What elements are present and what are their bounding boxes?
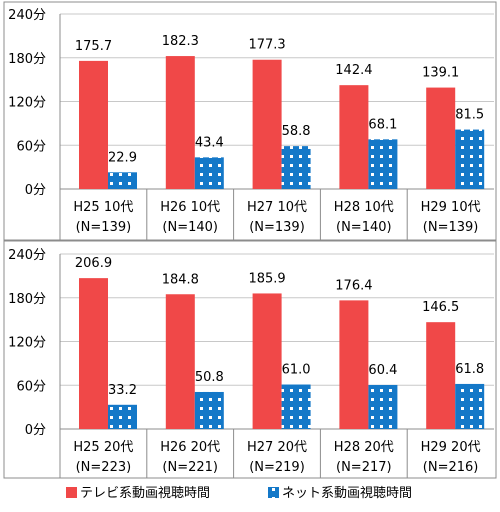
x-tick-sublabel: (N=140) xyxy=(162,220,218,235)
y-tick-label: 60分 xyxy=(16,139,46,154)
x-tick-label: H29 10代 xyxy=(421,200,481,215)
y-tick-label: 0分 xyxy=(25,423,46,438)
x-tick-sublabel: (N=217) xyxy=(336,460,392,475)
data-label: 68.1 xyxy=(368,117,397,132)
bar-net xyxy=(455,383,485,429)
data-label: 175.7 xyxy=(75,39,112,54)
bar-net xyxy=(194,391,224,429)
bar-tv xyxy=(426,87,456,189)
bar-tv xyxy=(79,278,108,429)
bar-tv xyxy=(165,56,195,189)
y-tick-label: 120分 xyxy=(8,96,46,111)
x-tick-label: H28 10代 xyxy=(334,200,394,215)
x-tick-label: H29 20代 xyxy=(421,440,481,455)
x-tick-label: H26 20代 xyxy=(160,440,220,455)
y-tick-label: 60分 xyxy=(16,379,46,394)
bar-tv xyxy=(165,294,195,429)
bar-net xyxy=(108,172,137,189)
x-tick-sublabel: (N=139) xyxy=(249,220,305,235)
data-label: 43.4 xyxy=(195,135,224,150)
data-label: 184.8 xyxy=(162,272,199,287)
data-label: 206.9 xyxy=(75,256,112,271)
data-label: 60.4 xyxy=(368,363,397,378)
bar-net xyxy=(281,384,311,429)
data-label: 61.8 xyxy=(455,362,484,377)
legend-label-tv: テレビ系動画視聴時間 xyxy=(80,486,210,501)
data-label: 50.8 xyxy=(195,370,224,385)
y-tick-label: 180分 xyxy=(8,292,46,307)
bar-net xyxy=(455,129,485,189)
x-tick-label: H27 20代 xyxy=(247,440,307,455)
bar-tv xyxy=(252,293,282,429)
x-tick-sublabel: (N=219) xyxy=(249,460,305,475)
bar-net xyxy=(108,404,137,429)
x-tick-label: H25 20代 xyxy=(73,440,133,455)
bar-net xyxy=(368,384,398,429)
bar-tv xyxy=(339,85,369,189)
data-label: 139.1 xyxy=(422,66,459,81)
x-tick-label: H28 20代 xyxy=(334,440,394,455)
legend-label-net: ネット系動画視聴時間 xyxy=(282,486,412,501)
data-label: 81.5 xyxy=(455,108,484,123)
panel-border xyxy=(3,1,497,241)
x-tick-sublabel: (N=223) xyxy=(76,460,132,475)
data-label: 33.2 xyxy=(108,383,137,398)
y-tick-label: 120分 xyxy=(8,336,46,351)
x-tick-sublabel: (N=221) xyxy=(162,460,218,475)
bar-net xyxy=(194,157,224,189)
x-tick-sublabel: (N=139) xyxy=(423,220,479,235)
data-label: 142.4 xyxy=(335,63,372,78)
y-tick-label: 180分 xyxy=(8,52,46,67)
x-tick-sublabel: (N=140) xyxy=(336,220,392,235)
data-label: 61.0 xyxy=(282,363,311,378)
x-tick-sublabel: (N=216) xyxy=(423,460,479,475)
bar-tv xyxy=(79,60,108,189)
y-tick-label: 240分 xyxy=(8,248,46,263)
bar-net xyxy=(368,139,398,189)
data-label: 58.8 xyxy=(282,124,311,139)
data-label: 146.5 xyxy=(422,300,459,315)
bar-net xyxy=(281,146,311,189)
panel-border xyxy=(3,240,497,479)
bar-tv xyxy=(426,322,456,429)
x-tick-sublabel: (N=139) xyxy=(76,220,132,235)
data-label: 182.3 xyxy=(162,34,199,49)
data-label: 176.4 xyxy=(335,278,372,293)
x-tick-label: H25 10代 xyxy=(73,200,133,215)
bar-tv xyxy=(252,59,282,189)
legend-swatch-net xyxy=(268,487,279,498)
bar-tv xyxy=(339,300,369,429)
y-tick-label: 0分 xyxy=(25,183,46,198)
legend-swatch-tv xyxy=(66,487,77,498)
y-tick-label: 240分 xyxy=(8,8,46,23)
data-label: 185.9 xyxy=(248,271,285,286)
x-tick-label: H27 10代 xyxy=(247,200,307,215)
data-label: 177.3 xyxy=(248,38,285,53)
x-tick-label: H26 10代 xyxy=(160,200,220,215)
data-label: 22.9 xyxy=(108,150,137,165)
